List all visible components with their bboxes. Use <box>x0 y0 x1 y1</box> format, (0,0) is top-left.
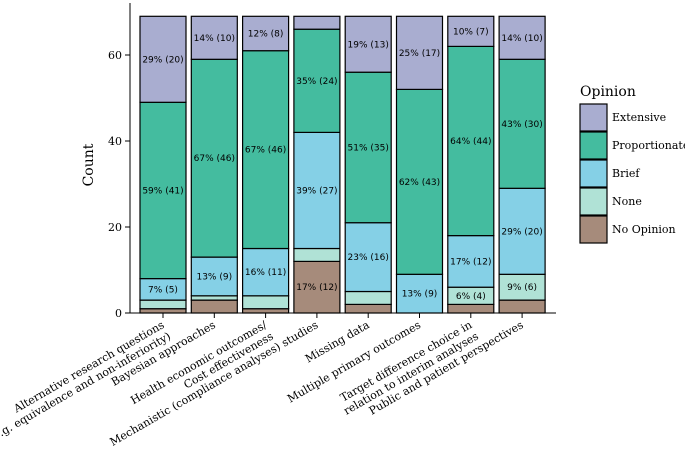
bar-segment-no-opinion <box>447 303 495 314</box>
bar-segment-no-opinion <box>498 299 546 314</box>
data-label: 67% (46) <box>194 154 235 164</box>
legend-item-extensive: Extensive <box>579 103 666 132</box>
y-tick-label: 20 <box>108 221 122 234</box>
data-label: 19% (13) <box>348 40 389 50</box>
bar-segment-proportionate <box>447 45 495 237</box>
bar-alternative-research-questions-e-g-equivalence-and-non-inferiority: 7% (5) 59% (41) 29% (20) <box>139 15 187 314</box>
bar-segment-no-opinion <box>242 308 290 314</box>
data-label: 12% (8) <box>248 30 284 40</box>
y-axis: 0 20 40 60 <box>108 3 131 320</box>
legend-swatch <box>579 215 608 244</box>
data-label: 14% (10) <box>501 34 542 44</box>
data-label: 67% (46) <box>245 146 286 156</box>
bar-segment-brief <box>498 187 546 275</box>
plot-area: 7% (5) 59% (41) 29% (20) 13% (9) 67% (46) 14%… <box>139 15 546 314</box>
bar-segment-proportionate <box>190 58 238 258</box>
bar-segment-proportionate <box>139 101 187 280</box>
bar-target-difference-choice-in-relation-to-interim-analyses: 6% (4) 17% (12) 64% (44) 10% (7) <box>447 15 495 314</box>
bar-segment-extensive <box>344 15 392 73</box>
bar-segment-proportionate <box>395 88 444 275</box>
legend-label: None <box>612 195 642 208</box>
data-label: 7% (5) <box>148 285 178 295</box>
y-tick-label: 60 <box>108 49 122 62</box>
x-tick-label-line: relation to interim analyses <box>341 329 481 417</box>
bar-public-and-patient-perspectives: 9% (6) 29% (20) 43% (30) 14% (10) <box>498 15 546 314</box>
bar-segment-none <box>139 299 187 310</box>
data-label: 16% (11) <box>245 268 286 278</box>
legend-item-no-opinion: No Opinion <box>579 215 676 244</box>
bar-segment-extensive <box>139 15 187 103</box>
bar-missing-data: 23% (16) 51% (35) 19% (13) <box>344 15 392 314</box>
data-label: 29% (20) <box>501 227 542 237</box>
data-label: 64% (44) <box>450 137 491 147</box>
bar-segment-brief <box>395 273 444 314</box>
y-axis-title: Count <box>81 143 97 186</box>
bar-segment-no-opinion <box>344 303 392 314</box>
legend-item-none: None <box>579 187 642 216</box>
bar-bayesian-approaches: 13% (9) 67% (46) 14% (10) <box>190 15 238 314</box>
legend: Opinion Extensive Proportionate Brief None N… <box>579 84 685 244</box>
bar-segment-none <box>344 290 392 305</box>
legend-label: Brief <box>612 167 640 180</box>
data-label: 6% (4) <box>456 292 486 302</box>
legend-swatch <box>579 131 608 160</box>
bar-segment-extensive <box>498 15 546 60</box>
bar-segment-no-opinion <box>139 308 187 314</box>
data-label: 51% (35) <box>348 143 389 153</box>
legend-label: No Opinion <box>612 223 676 236</box>
legend-swatch <box>579 103 608 132</box>
bar-segment-extensive <box>395 15 444 90</box>
bar-segment-extensive <box>190 15 238 60</box>
bar-segment-brief <box>190 256 238 297</box>
bar-segment-extensive <box>242 15 290 52</box>
legend-label: Proportionate <box>612 139 685 152</box>
data-label: 10% (7) <box>453 27 489 37</box>
bar-segment-none <box>242 295 290 310</box>
legend-item-brief: Brief <box>579 159 640 188</box>
bar-segment-none <box>498 273 546 301</box>
bar-segment-brief <box>242 247 290 297</box>
bar-segment-proportionate <box>344 71 392 224</box>
legend-label: Extensive <box>612 111 666 124</box>
data-label: 23% (16) <box>348 253 389 263</box>
bar-segment-extensive <box>293 15 341 30</box>
bar-segment-no-opinion <box>190 299 238 314</box>
bar-mechanistic-compliance-analyses-studies: 17% (12) 39% (27) 35% (24) <box>293 15 341 314</box>
bar-segment-proportionate <box>498 58 546 189</box>
bar-segment-none <box>293 247 341 262</box>
bar-multiple-primary-outcomes: 13% (9) 62% (43) 25% (17) <box>395 15 444 314</box>
bar-segment-none <box>190 295 238 301</box>
bar-segment-proportionate <box>293 28 341 133</box>
bar-segment-brief <box>344 222 392 293</box>
data-label: 25% (17) <box>399 49 440 59</box>
data-label: 29% (20) <box>142 55 183 65</box>
data-label: 43% (30) <box>501 120 542 130</box>
bar-segment-no-opinion <box>293 260 341 314</box>
data-label: 62% (43) <box>399 178 440 188</box>
bar-health-economic-outcomes-cost-effectiveness: 16% (11) 67% (46) 12% (8) <box>242 15 290 314</box>
x-axis: Alternative research questions(e.g. equi… <box>0 312 556 449</box>
legend-swatch <box>579 187 608 216</box>
data-label: 39% (27) <box>296 186 337 196</box>
data-label: 35% (24) <box>296 77 337 87</box>
y-tick-label: 0 <box>115 307 122 320</box>
data-label: 13% (9) <box>402 290 438 300</box>
data-label: 9% (6) <box>507 283 537 293</box>
data-label: 14% (10) <box>194 34 235 44</box>
legend-item-proportionate: Proportionate <box>579 131 685 160</box>
data-label: 17% (12) <box>296 283 337 293</box>
legend-title: Opinion <box>580 84 636 100</box>
data-label: 13% (9) <box>196 272 232 282</box>
data-label: 17% (12) <box>450 257 491 267</box>
y-tick-label: 40 <box>108 135 122 148</box>
data-label: 59% (41) <box>142 186 183 196</box>
legend-swatch <box>579 159 608 188</box>
bar-segment-proportionate <box>242 50 290 250</box>
bar-segment-extensive <box>447 15 495 47</box>
